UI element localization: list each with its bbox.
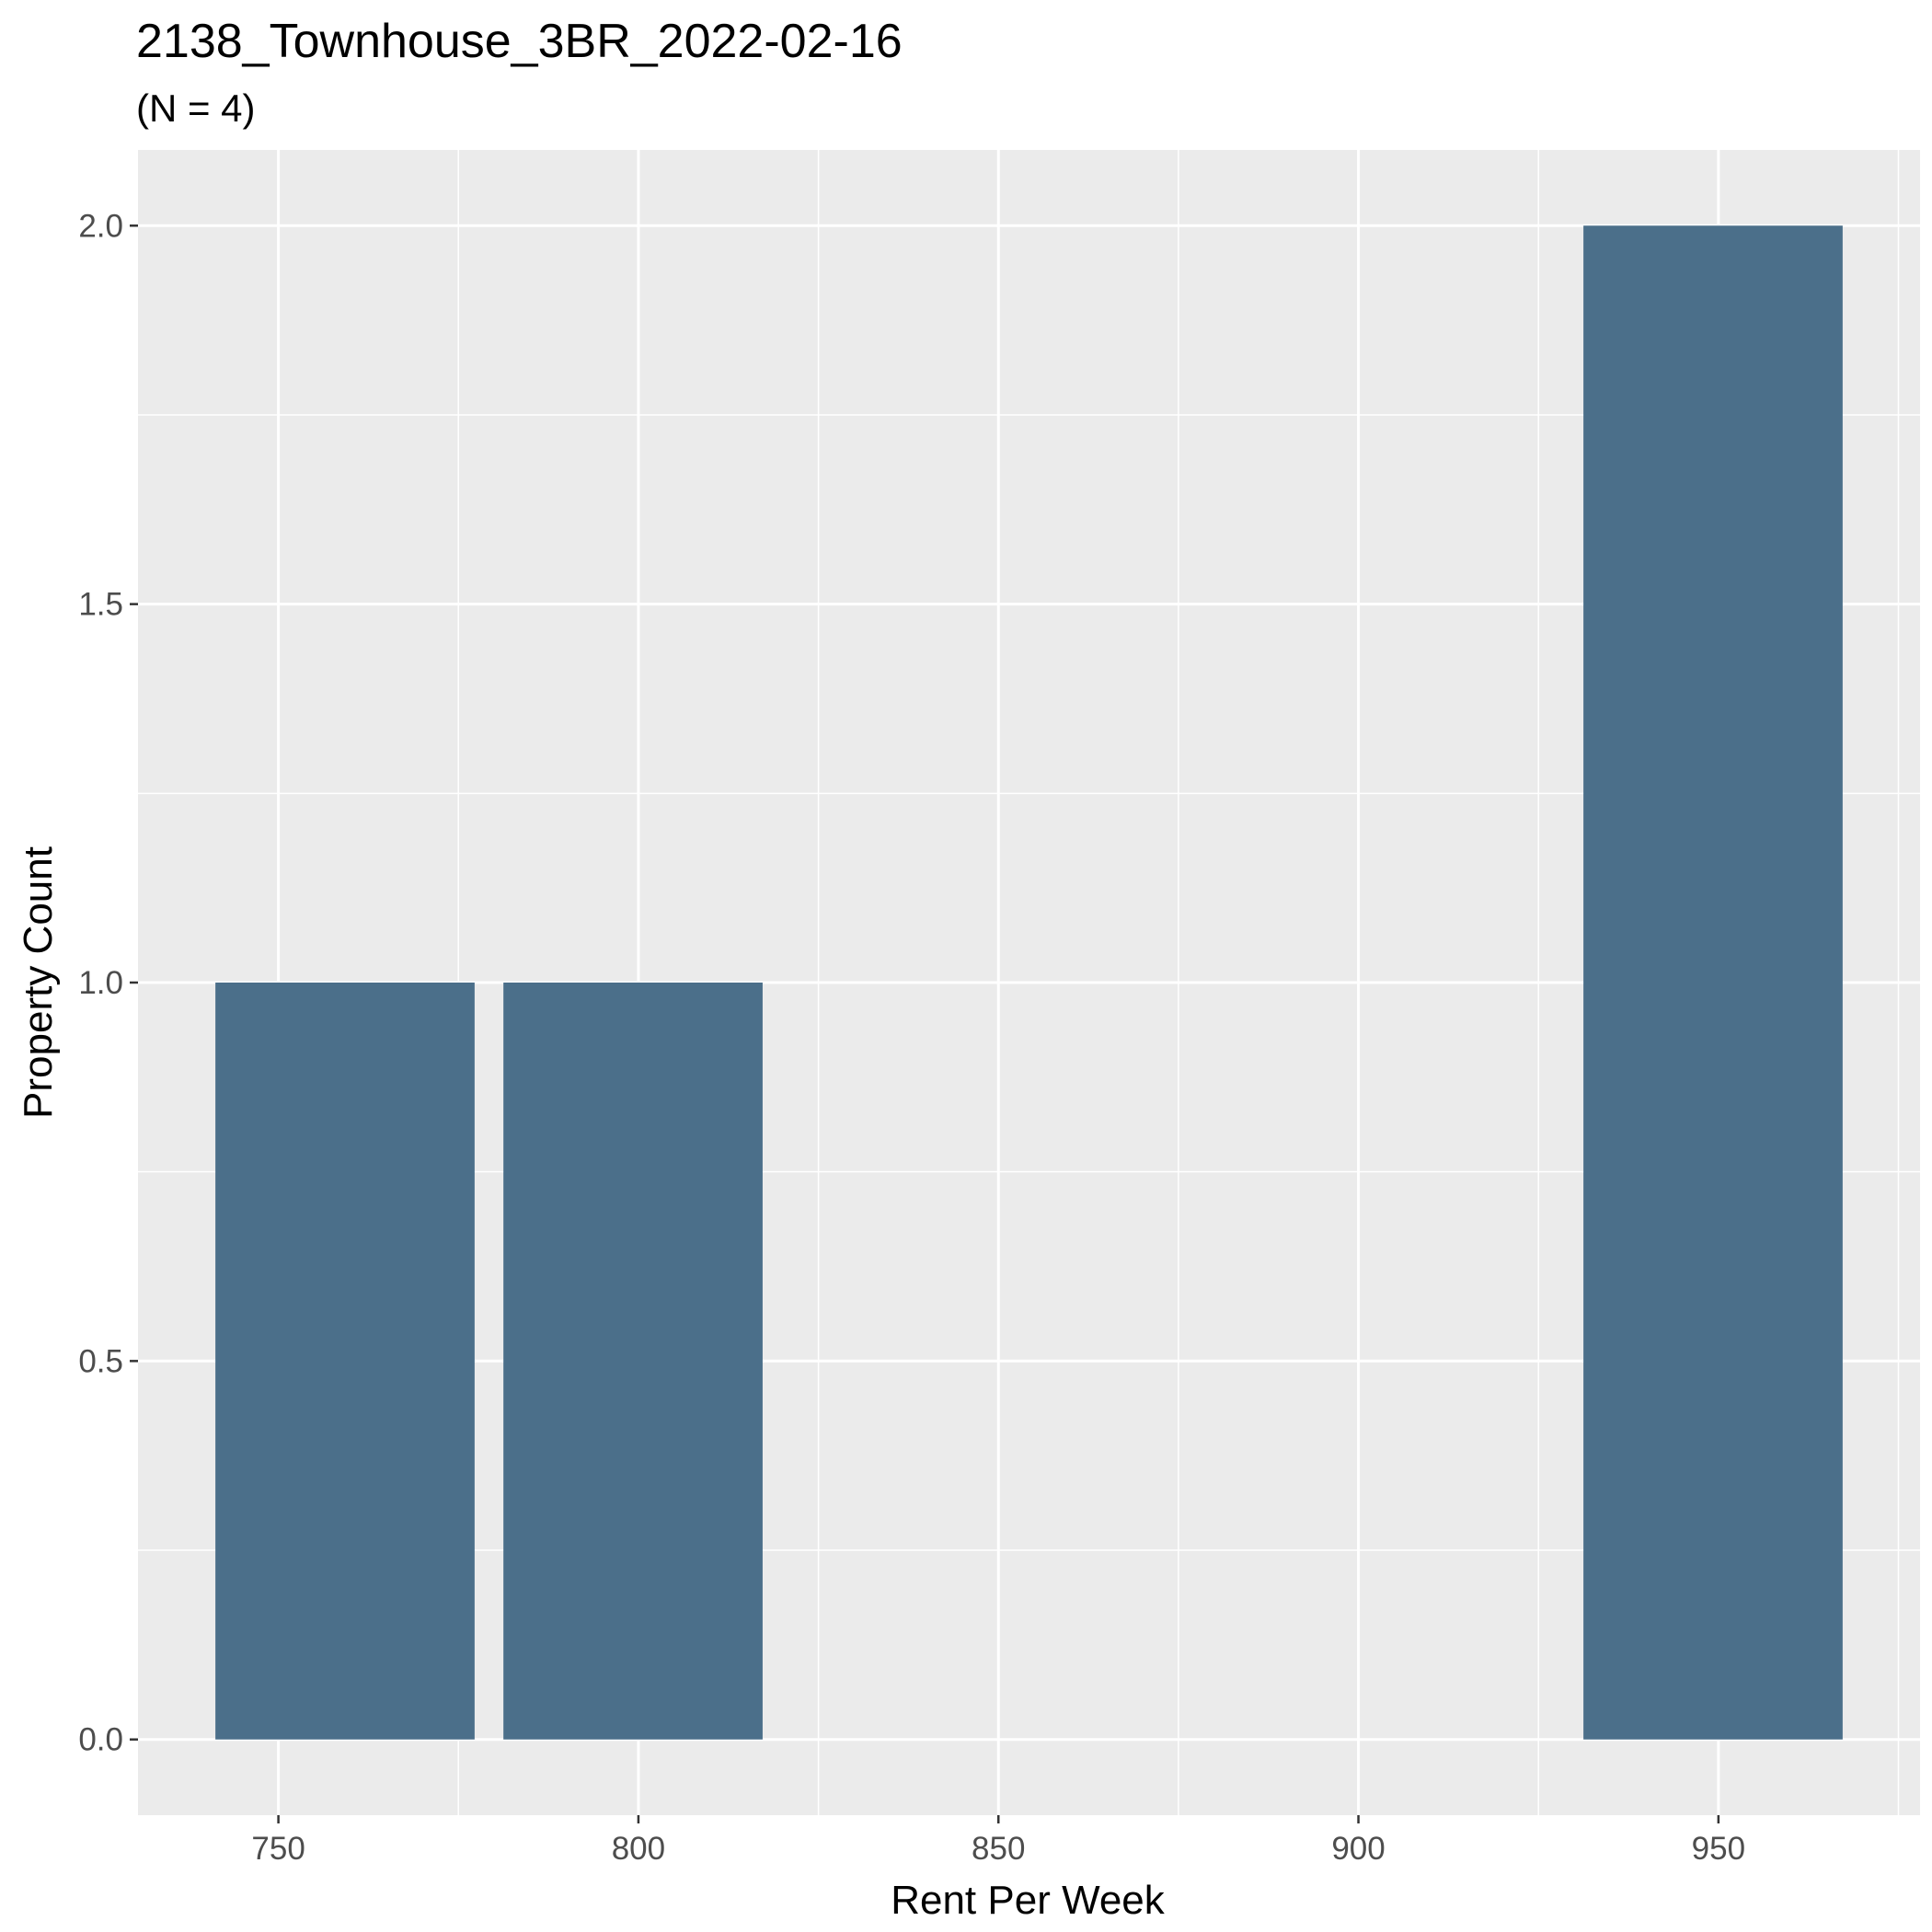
- x-tick-label: 850: [972, 1831, 1025, 1867]
- x-tick-label: 750: [251, 1831, 305, 1867]
- y-tick-label: 1.0: [78, 965, 123, 1001]
- bars: [215, 225, 1843, 1740]
- y-tick-label: 0.0: [78, 1722, 123, 1758]
- chart-subtitle: (N = 4): [136, 86, 256, 130]
- y-tick-label: 2.0: [78, 208, 123, 244]
- histogram-bar: [503, 983, 763, 1740]
- x-axis: 750 800 850 900 950: [251, 1815, 1745, 1867]
- x-axis-title: Rent Per Week: [891, 1878, 1166, 1923]
- y-tick-label: 1.5: [78, 587, 123, 623]
- y-axis: 0.0 0.5 1.0 1.5 2.0: [78, 208, 138, 1758]
- x-tick-label: 950: [1692, 1831, 1745, 1867]
- histogram-bar: [1583, 225, 1843, 1740]
- x-tick-label: 800: [612, 1831, 665, 1867]
- chart-title: 2138_Townhouse_3BR_2022-02-16: [136, 15, 903, 68]
- y-axis-title: Property Count: [16, 846, 61, 1119]
- y-tick-label: 0.5: [78, 1343, 123, 1379]
- histogram-bar: [215, 983, 475, 1740]
- x-tick-label: 900: [1331, 1831, 1385, 1867]
